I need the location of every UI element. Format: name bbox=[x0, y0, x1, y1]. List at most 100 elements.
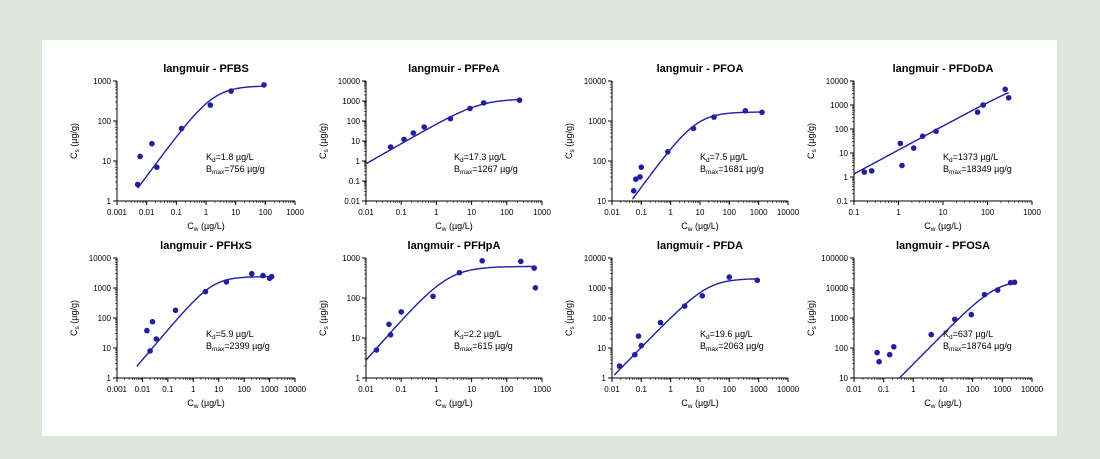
x-axis-label: Cw (µg/L) bbox=[187, 398, 224, 410]
x-tick-label: 0.001 bbox=[107, 208, 128, 217]
x-tick-label: 1000 bbox=[750, 385, 768, 394]
x-tick-label: 10 bbox=[467, 385, 476, 394]
data-point bbox=[518, 258, 524, 265]
data-point bbox=[910, 145, 917, 151]
x-tick-label: 0.1 bbox=[848, 208, 860, 217]
data-point bbox=[1005, 95, 1012, 101]
data-point bbox=[202, 288, 209, 295]
kd-annotation: Kd=19.6 µg/L bbox=[700, 329, 753, 341]
figure-panel: langmuir - PFBS 0.001 0.01 0.1 1 10 100 1000 1 10… bbox=[42, 40, 1057, 436]
chart-3: langmuir - PFOA 0.01 0.1 1 10 100 1000 10000 10 1… bbox=[564, 63, 800, 233]
bmax-annotation: Bmax=1267 µg/g bbox=[454, 164, 518, 176]
x-tick-label: 1 bbox=[191, 385, 196, 394]
data-point bbox=[260, 272, 266, 279]
data-point bbox=[638, 164, 645, 170]
y-tick-label: 100 bbox=[98, 117, 112, 126]
y-tick-label: 10000 bbox=[826, 77, 849, 86]
data-point bbox=[149, 318, 156, 325]
data-point bbox=[742, 108, 749, 114]
data-point bbox=[153, 336, 160, 342]
y-tick-label: 1 bbox=[107, 374, 112, 383]
bmax-annotation: Bmax=756 µg/g bbox=[206, 164, 265, 176]
data-point bbox=[268, 273, 275, 280]
x-tick-label: 1000 bbox=[533, 385, 551, 394]
x-tick-label: 1000 bbox=[261, 385, 279, 394]
y-tick-label: 10 bbox=[351, 137, 360, 146]
x-tick-label: 0.01 bbox=[846, 385, 862, 394]
data-point bbox=[430, 293, 436, 300]
x-tick-label: 10 bbox=[939, 385, 948, 394]
data-point bbox=[759, 109, 765, 116]
langmuir-fit-line bbox=[898, 282, 1015, 378]
bmax-annotation: Bmax=18764 µg/g bbox=[943, 341, 1012, 353]
y-axis-label: Cs (µg/g) bbox=[564, 300, 576, 336]
data-point bbox=[897, 140, 904, 147]
x-tick-label: 10 bbox=[214, 385, 223, 394]
y-tick-label: 1000 bbox=[93, 77, 111, 86]
x-tick-label: 1 bbox=[668, 385, 673, 394]
data-point bbox=[178, 125, 185, 132]
x-tick-label: 0.01 bbox=[604, 385, 620, 394]
y-axis-label: Cs (µg/g) bbox=[69, 300, 81, 336]
data-point bbox=[261, 82, 267, 88]
data-point bbox=[532, 285, 539, 291]
y-tick-label: 1000 bbox=[588, 284, 606, 293]
x-axis-label: Cw (µg/L) bbox=[435, 398, 472, 410]
y-tick-label: 100000 bbox=[821, 254, 848, 263]
chart-title: langmuir - PFOSA bbox=[896, 240, 990, 252]
data-point bbox=[249, 270, 255, 277]
data-point bbox=[861, 169, 868, 175]
data-point bbox=[228, 88, 234, 94]
x-axis-label: Cw (µg/L) bbox=[681, 398, 718, 410]
y-tick-label: 10 bbox=[102, 344, 111, 353]
x-tick-label: 1 bbox=[668, 208, 673, 217]
chart-8: langmuir - PFOSA 0.01 0.1 1 10 100 1000 10000 10… bbox=[806, 240, 1044, 410]
x-tick-label: 0.01 bbox=[604, 208, 620, 217]
x-tick-label: 100 bbox=[500, 208, 514, 217]
data-point bbox=[630, 188, 637, 194]
y-tick-label: 10 bbox=[597, 197, 606, 206]
y-tick-label: 1 bbox=[356, 374, 361, 383]
chart-title: langmuir - PFDA bbox=[657, 240, 743, 252]
x-tick-label: 1000 bbox=[993, 385, 1011, 394]
data-point bbox=[207, 102, 214, 108]
x-tick-label: 0.1 bbox=[396, 208, 408, 217]
data-point bbox=[421, 124, 428, 130]
data-point bbox=[690, 125, 697, 132]
data-point bbox=[633, 176, 639, 182]
y-tick-label: 100 bbox=[593, 157, 607, 166]
x-tick-label: 0.01 bbox=[358, 385, 374, 394]
chart-6: langmuir - PFHpA 0.01 0.1 1 10 100 1000 1 10 100 1… bbox=[318, 240, 551, 410]
langmuir-fit-line bbox=[366, 265, 536, 361]
x-tick-label: 1 bbox=[911, 385, 916, 394]
data-point bbox=[981, 291, 988, 298]
x-tick-label: 0.1 bbox=[636, 208, 648, 217]
data-point bbox=[147, 348, 153, 354]
data-point bbox=[387, 332, 394, 338]
data-point bbox=[479, 258, 486, 264]
y-tick-label: 1000 bbox=[830, 314, 848, 323]
kd-annotation: Kd=17.3 µg/L bbox=[454, 152, 507, 164]
y-tick-label: 1 bbox=[844, 173, 849, 182]
x-tick-label: 10000 bbox=[1021, 385, 1044, 394]
x-tick-label: 1 bbox=[434, 208, 439, 217]
x-tick-label: 0.01 bbox=[358, 208, 374, 217]
y-tick-label: 100 bbox=[835, 344, 849, 353]
x-tick-label: 100 bbox=[981, 208, 995, 217]
x-tick-label: 10000 bbox=[777, 385, 800, 394]
chart-title: langmuir - PFPeA bbox=[408, 63, 500, 75]
x-tick-label: 10000 bbox=[777, 208, 800, 217]
x-axis-label: Cw (µg/L) bbox=[681, 221, 718, 233]
bmax-annotation: Bmax=18349 µg/g bbox=[943, 164, 1012, 176]
kd-annotation: Kd=1.8 µg/L bbox=[206, 152, 254, 164]
y-tick-label: 10000 bbox=[338, 77, 361, 86]
data-point bbox=[994, 287, 1001, 293]
data-point bbox=[373, 347, 380, 353]
x-axis-label: Cw (µg/L) bbox=[435, 221, 472, 233]
data-point bbox=[638, 342, 645, 349]
data-point bbox=[456, 269, 463, 276]
chart-5: langmuir - PFHxS 0.001 0.01 0.1 1 10 100 1000 10… bbox=[69, 240, 307, 410]
data-point bbox=[386, 321, 392, 328]
x-tick-label: 1000 bbox=[1023, 208, 1041, 217]
